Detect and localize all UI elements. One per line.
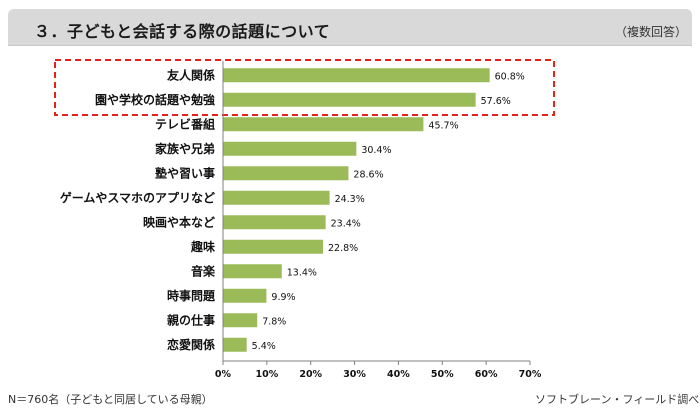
bar-9: [223, 288, 267, 303]
value-label-4: 28.6%: [353, 169, 383, 180]
source-note: ソフトブレーン・フィールド調べ: [535, 393, 700, 406]
bar-0: [223, 68, 490, 83]
sample-size-note: N＝760名（子どもと同居している母親）: [8, 393, 213, 406]
highlight-box: [54, 59, 555, 116]
category-label-3: 家族や兄弟: [155, 141, 215, 156]
bar-5: [223, 190, 330, 205]
value-label-10: 7.8%: [262, 316, 286, 327]
multiple-answer-note: （複数回答）: [615, 25, 688, 39]
x-tick-label-1: 10%: [255, 369, 278, 380]
value-label-3: 30.4%: [361, 145, 391, 156]
bar-11: [223, 337, 247, 352]
value-label-2: 45.7%: [428, 120, 458, 131]
bar-10: [223, 313, 258, 328]
x-tick-label-0: 0%: [215, 369, 232, 380]
bar-6: [223, 215, 326, 230]
category-label-10: 親の仕事: [167, 312, 215, 327]
x-tick-label-6: 60%: [475, 369, 498, 380]
title-bar: ３．子どもと会話する際の話題について: [8, 9, 692, 46]
x-tick-label-3: 30%: [343, 369, 366, 380]
bar-3: [223, 141, 357, 156]
x-tick-label-2: 20%: [299, 369, 322, 380]
category-label-11: 恋愛関係: [167, 337, 215, 352]
x-tick-label-4: 40%: [387, 369, 410, 380]
bar-2: [223, 117, 424, 132]
category-label-0: 友人関係: [166, 67, 215, 82]
value-label-5: 24.3%: [335, 194, 365, 205]
value-label-1: 57.6%: [481, 96, 511, 107]
value-label-6: 23.4%: [331, 218, 361, 229]
bar-4: [223, 166, 349, 181]
value-label-7: 22.8%: [328, 243, 358, 254]
value-label-11: 5.4%: [252, 341, 276, 352]
x-tick-label-7: 70%: [519, 369, 542, 380]
x-tick-label-5: 50%: [431, 369, 454, 380]
value-label-9: 9.9%: [271, 292, 295, 303]
value-label-8: 13.4%: [287, 267, 317, 278]
category-label-2: テレビ番組: [155, 116, 215, 131]
category-label-1: 園や学校の話題や勉強: [95, 92, 215, 107]
category-label-7: 趣味: [190, 239, 215, 254]
category-label-4: 塾や習い事: [155, 165, 215, 180]
category-label-6: 映画や本など: [143, 214, 215, 229]
bar-8: [223, 264, 282, 279]
value-label-0: 60.8%: [495, 71, 525, 82]
page-title: ３．子どもと会話する際の話題について: [34, 22, 331, 41]
category-label-5: ゲームやスマホのアプリなど: [60, 190, 215, 205]
bar-1: [223, 92, 476, 107]
category-label-9: 時事問題: [167, 288, 216, 303]
category-label-8: 音楽: [191, 263, 216, 278]
bar-7: [223, 239, 323, 254]
